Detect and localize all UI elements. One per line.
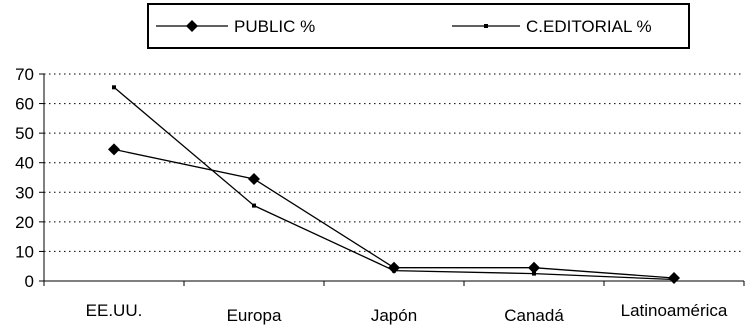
data-point-ceditorial: [532, 271, 536, 276]
series-line-public: [113, 148, 675, 279]
x-tick-label: Canadá: [504, 306, 564, 325]
data-point-ceditorial: [112, 85, 116, 90]
x-tick-label: EE.UU.: [86, 301, 143, 320]
series: [108, 85, 680, 285]
legend-label-ceditorial: C.EDITORIAL %: [526, 17, 652, 36]
y-tick-label: 60: [15, 95, 34, 114]
legend: PUBLIC % C.EDITORIAL %: [147, 3, 690, 49]
data-point-public: [108, 143, 120, 156]
legend-marker-ceditorial: [484, 24, 488, 28]
data-point-ceditorial: [392, 268, 396, 273]
y-tick-label: 10: [15, 242, 34, 261]
y-tick-label: 40: [15, 154, 34, 173]
legend-marker-public: [186, 20, 198, 32]
y-tick-label: 70: [15, 65, 34, 84]
data-point-ceditorial: [672, 277, 676, 282]
series-line-ceditorial: [113, 86, 675, 281]
legend-box: [147, 3, 690, 49]
x-tick-label: Latinoamérica: [621, 301, 728, 320]
y-tick-label: 0: [25, 272, 34, 291]
x-tick-label: Europa: [227, 306, 282, 325]
tick-labels: 0 10 20 30 40 50 60 70 EE.UU. Europa Japón Canadá La…: [15, 65, 728, 325]
data-point-ceditorial: [252, 203, 256, 208]
grid: [44, 73, 744, 252]
data-point-public: [248, 172, 260, 185]
legend-label-public: PUBLIC %: [234, 17, 315, 36]
y-tick-label: 50: [15, 124, 34, 143]
y-tick-label: 30: [15, 183, 34, 202]
x-tick-label: Japón: [371, 306, 417, 325]
data-point-public: [528, 261, 540, 274]
y-tick-label: 20: [15, 213, 34, 232]
axes: [39, 73, 745, 286]
